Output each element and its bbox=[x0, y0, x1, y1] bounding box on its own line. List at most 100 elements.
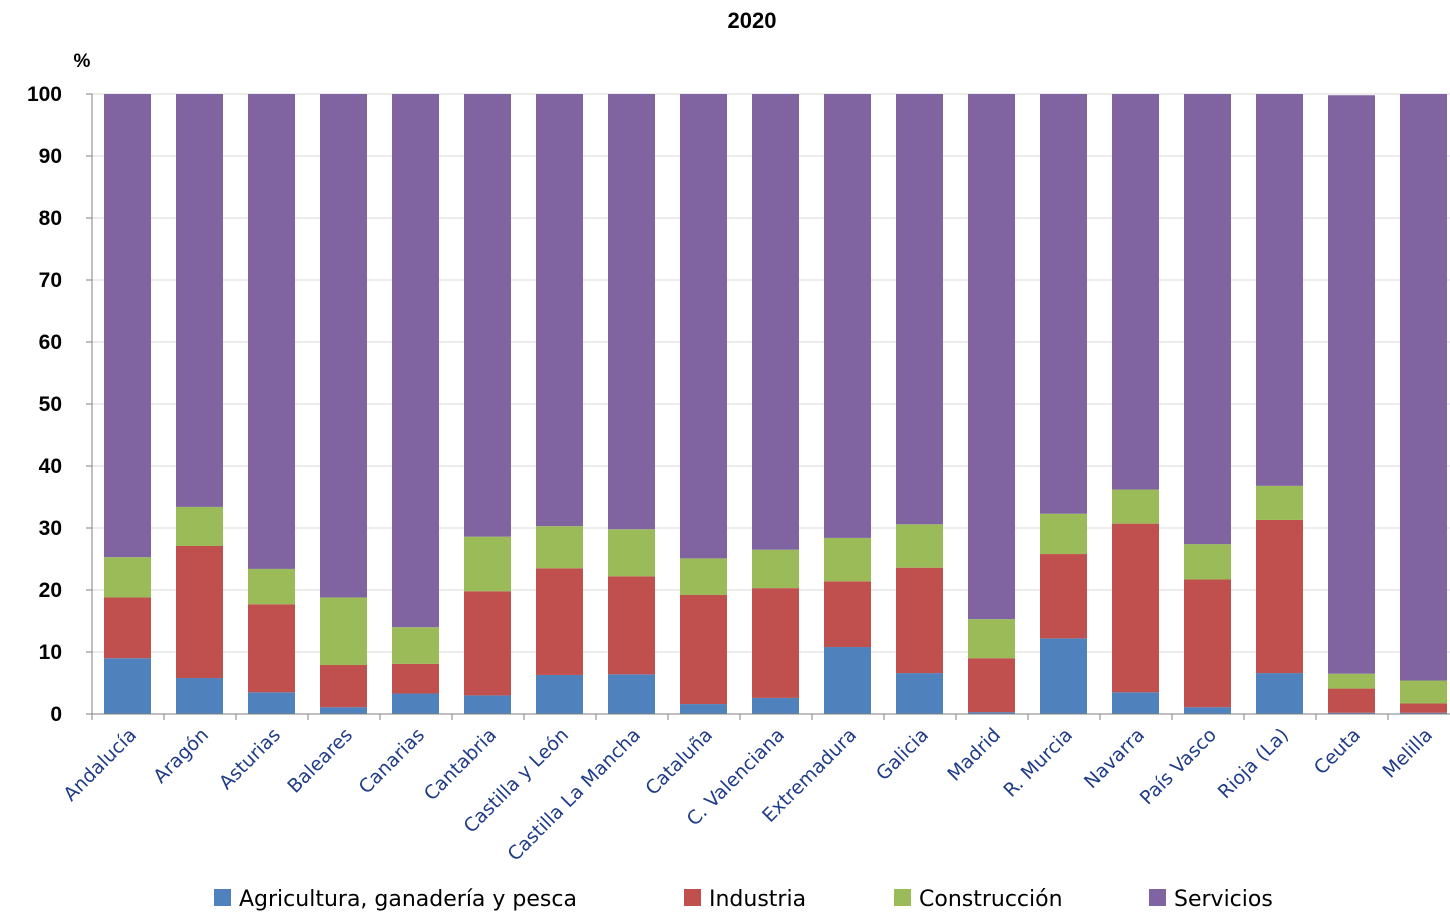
bar-segment bbox=[320, 665, 367, 708]
bar-segment bbox=[896, 524, 943, 568]
bar-segment bbox=[320, 707, 367, 714]
x-tick-label: Castilla La Mancha bbox=[503, 724, 645, 866]
x-tick-label: Cataluña bbox=[641, 724, 717, 800]
bar-segment bbox=[968, 658, 1015, 713]
bar-segment bbox=[1400, 712, 1447, 714]
bar-segment bbox=[536, 526, 583, 569]
bar-segment bbox=[1184, 544, 1231, 580]
bar-segment bbox=[1256, 673, 1303, 714]
bar-segment bbox=[248, 94, 295, 569]
bar-segment bbox=[680, 594, 727, 705]
bar-segment bbox=[464, 695, 511, 714]
bar-segment bbox=[752, 94, 799, 550]
bar-segment bbox=[392, 94, 439, 628]
bar-segment bbox=[392, 693, 439, 714]
legend: Agricultura, ganadería y pesca Industria C… bbox=[214, 887, 1273, 912]
y-tick-label: 50 bbox=[39, 393, 62, 416]
bar-segment bbox=[248, 568, 295, 605]
bar-segment bbox=[536, 674, 583, 714]
bar-segment bbox=[680, 704, 727, 714]
bar-segment bbox=[392, 627, 439, 664]
y-axis-unit: % bbox=[74, 51, 91, 72]
bar-segment bbox=[536, 94, 583, 527]
y-tick-label: 100 bbox=[27, 83, 62, 106]
bar-segment bbox=[320, 597, 367, 666]
bar-segment bbox=[968, 712, 1015, 714]
bar-segment bbox=[248, 692, 295, 714]
bar-segment bbox=[1112, 523, 1159, 693]
bar-segment bbox=[1400, 680, 1447, 704]
bar-segment bbox=[680, 558, 727, 595]
x-tick-label: Canarias bbox=[355, 724, 429, 798]
bar-segment bbox=[1112, 94, 1159, 490]
bar-segment bbox=[1040, 554, 1087, 639]
bar-segment bbox=[608, 529, 655, 577]
y-tick-label: 30 bbox=[39, 517, 62, 540]
bar-segment bbox=[608, 674, 655, 714]
x-tick-label: Aragón bbox=[149, 724, 213, 788]
y-tick-label: 90 bbox=[39, 145, 62, 168]
bar-segment bbox=[104, 597, 151, 659]
y-tick-label: 0 bbox=[50, 703, 62, 726]
bar-segment bbox=[1040, 638, 1087, 714]
bar-segment bbox=[104, 94, 151, 558]
legend-item: Agricultura, ganadería y pesca bbox=[214, 887, 577, 912]
chart-title: 2020 bbox=[728, 8, 777, 33]
bar-segment bbox=[104, 658, 151, 714]
bar-segment bbox=[968, 619, 1015, 659]
y-tick-label: 70 bbox=[39, 269, 62, 292]
legend-item: Servicios bbox=[1149, 887, 1273, 912]
legend-label: Agricultura, ganadería y pesca bbox=[239, 887, 577, 912]
legend-label: Industria bbox=[709, 887, 806, 912]
bar-segment bbox=[752, 549, 799, 589]
bar-segment bbox=[752, 697, 799, 714]
bar-segment bbox=[176, 545, 223, 679]
bar-segment bbox=[680, 94, 727, 559]
x-tick-label: Navarra bbox=[1080, 724, 1149, 793]
x-tick-label: Baleares bbox=[283, 724, 357, 798]
bar-segment bbox=[824, 94, 871, 538]
legend-swatch bbox=[1149, 889, 1166, 906]
bar-segment bbox=[1256, 94, 1303, 486]
bar-segment bbox=[1256, 519, 1303, 674]
y-tick-label: 20 bbox=[39, 579, 62, 602]
bar-segment bbox=[1400, 94, 1447, 681]
bar-segment bbox=[1112, 489, 1159, 524]
bar-segment bbox=[464, 536, 511, 592]
legend-label: Construcción bbox=[919, 887, 1063, 912]
bar-segment bbox=[608, 94, 655, 530]
bar-segment bbox=[464, 94, 511, 537]
x-tick-label: País Vasco bbox=[1136, 724, 1221, 809]
bar-segment bbox=[608, 576, 655, 675]
bar-segment bbox=[1040, 94, 1087, 514]
bar-segment bbox=[1184, 579, 1231, 708]
bar-segment bbox=[176, 94, 223, 507]
x-tick-label: Andalucía bbox=[59, 724, 141, 806]
bar-segment bbox=[896, 673, 943, 714]
bar-segment bbox=[1184, 707, 1231, 714]
legend-item: Construcción bbox=[894, 887, 1063, 912]
bar-segment bbox=[392, 663, 439, 694]
legend-item: Industria bbox=[684, 887, 806, 912]
bar-segment bbox=[1400, 703, 1447, 713]
bar-segment bbox=[1328, 673, 1375, 689]
y-tick-label: 40 bbox=[39, 455, 62, 478]
bar-segment bbox=[824, 537, 871, 582]
y-tick-label: 60 bbox=[39, 331, 62, 354]
bar-segment bbox=[1112, 692, 1159, 714]
bar-segment bbox=[824, 647, 871, 714]
bar-segment bbox=[176, 678, 223, 714]
x-tick-label: Madrid bbox=[943, 724, 1005, 786]
y-axis-ticks: 0 10 20 30 40 50 60 70 80 90 100 bbox=[27, 83, 92, 726]
legend-swatch bbox=[894, 889, 911, 906]
y-tick-label: 80 bbox=[39, 207, 62, 230]
x-tick-label: Asturias bbox=[215, 724, 285, 794]
bar-segment bbox=[176, 506, 223, 546]
bar-segment bbox=[968, 94, 1015, 620]
bar-segment bbox=[104, 557, 151, 598]
x-tick-label: Rioja (La) bbox=[1214, 724, 1293, 803]
bar-segment bbox=[320, 94, 367, 598]
bar-segment bbox=[896, 567, 943, 674]
